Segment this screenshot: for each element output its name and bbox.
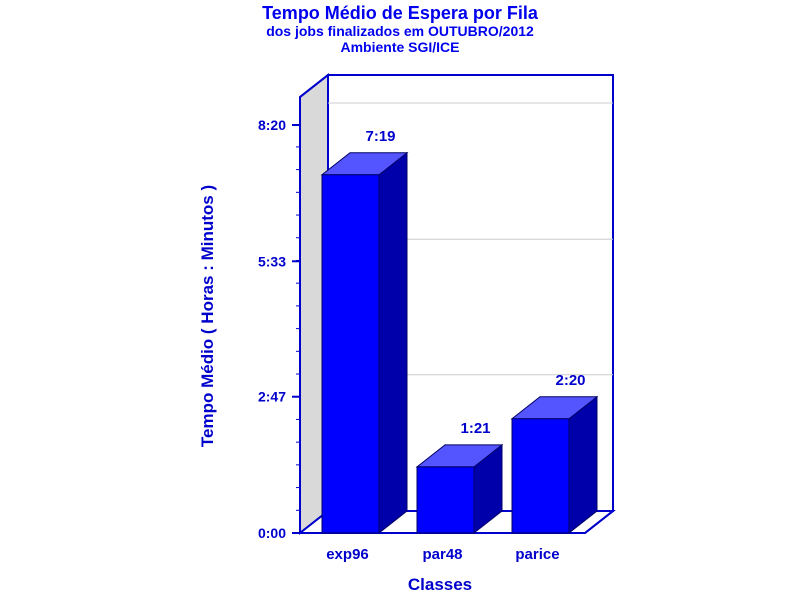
bars: 7:19 1:21 2:20	[320, 128, 599, 535]
y-tick-label: 8:20	[258, 117, 286, 133]
frame-edge	[299, 74, 329, 98]
x-tick-label: exp96	[326, 546, 369, 563]
bar-side	[378, 151, 408, 535]
x-tick-label: parice	[515, 546, 559, 563]
bar-value-label: 2:20	[555, 372, 585, 389]
bar-front	[416, 466, 475, 534]
chart-title: Tempo Médio de Espera por Fila	[262, 3, 538, 23]
frame-edge	[584, 510, 614, 534]
bar-value-label: 1:21	[460, 420, 490, 437]
bar-front	[511, 418, 570, 534]
x-axis: exp96 par48 parice	[326, 546, 559, 563]
y-tick-label: 0:00	[258, 525, 286, 541]
chart-subtitle-1: dos jobs finalizados em OUTUBRO/2012	[266, 23, 534, 39]
y-axis: 0:00 2:47 5:33 8:20	[258, 97, 301, 541]
x-tick-label: par48	[422, 546, 462, 563]
y-axis-label: Tempo Médio ( Horas : Minutos )	[198, 185, 217, 447]
y-tick-label: 2:47	[258, 389, 286, 405]
y-tick-label: 5:33	[258, 253, 286, 269]
bar-exp96: 7:19	[320, 128, 409, 535]
bar-par48: 1:21	[415, 420, 504, 535]
bar-value-label: 7:19	[365, 128, 395, 145]
x-axis-label: Classes	[408, 575, 472, 594]
bar-parice: 2:20	[510, 372, 599, 535]
chart-subtitle-2: Ambiente SGI/ICE	[340, 39, 460, 55]
bar-side	[568, 395, 598, 535]
bar-front	[321, 174, 380, 534]
